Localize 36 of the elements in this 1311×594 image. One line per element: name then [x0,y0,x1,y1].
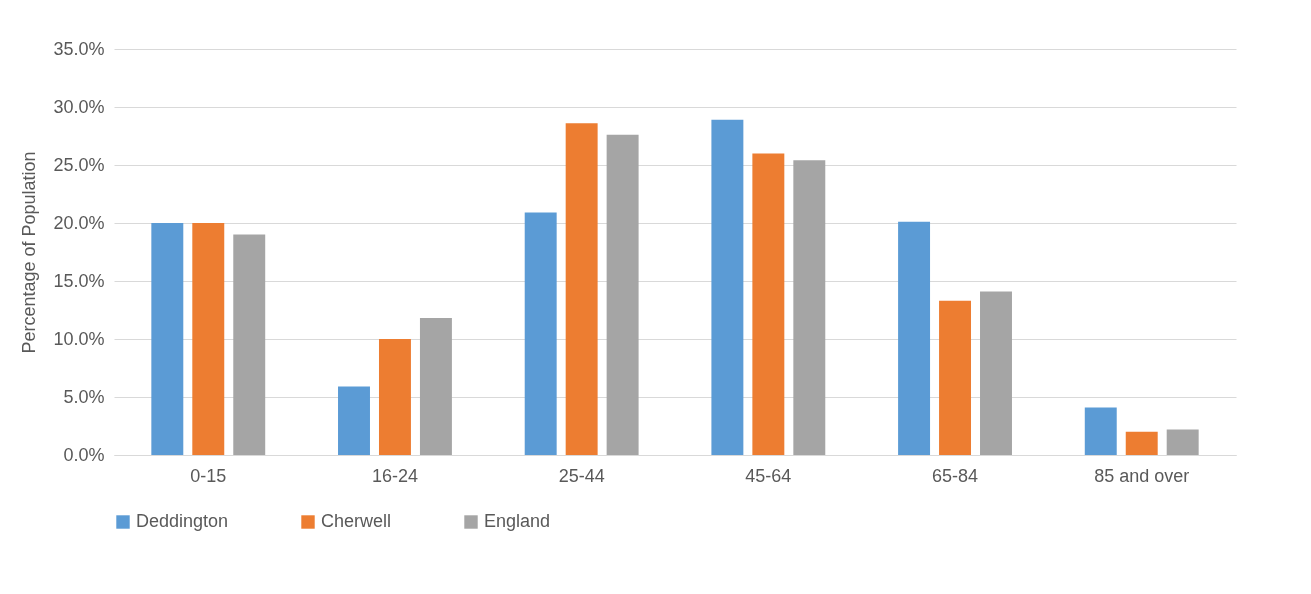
y-tick-label: 10.0% [53,328,105,349]
bar [151,223,184,455]
bar [192,223,225,455]
x-tick-label: 45-64 [745,465,792,486]
x-tick-label: 16-24 [371,465,418,486]
bar [233,234,266,455]
y-tick-label: 5.0% [63,386,105,407]
bar [898,221,931,455]
bar [1084,407,1117,455]
legend-label: England [484,511,551,531]
bar [1166,429,1199,455]
bar [378,339,411,455]
x-tick-label: 25-44 [558,465,605,486]
x-tick-label: 0-15 [190,465,227,486]
legend-label: Cherwell [321,511,392,531]
y-tick-label: 15.0% [53,270,105,291]
x-tick-label: 65-84 [932,465,979,486]
legend-label: Deddington [136,511,229,531]
bar [524,212,557,455]
y-tick-label: 20.0% [53,212,105,233]
bar [711,119,744,455]
bar [338,386,370,455]
bar [752,153,785,455]
y-tick-label: 30.0% [53,96,105,117]
y-axis-title: Percentage of Population [19,151,40,354]
bar [565,123,598,455]
bar [606,134,639,455]
bar [793,160,826,455]
y-tick-label: 25.0% [53,154,105,175]
x-tick-label: 85 and over [1094,465,1190,486]
bar [419,318,452,455]
bar [980,291,1012,455]
bar [939,300,972,455]
bar [1125,431,1158,455]
y-tick-label: 35.0% [53,38,105,59]
y-tick-label: 0.0% [63,444,105,465]
